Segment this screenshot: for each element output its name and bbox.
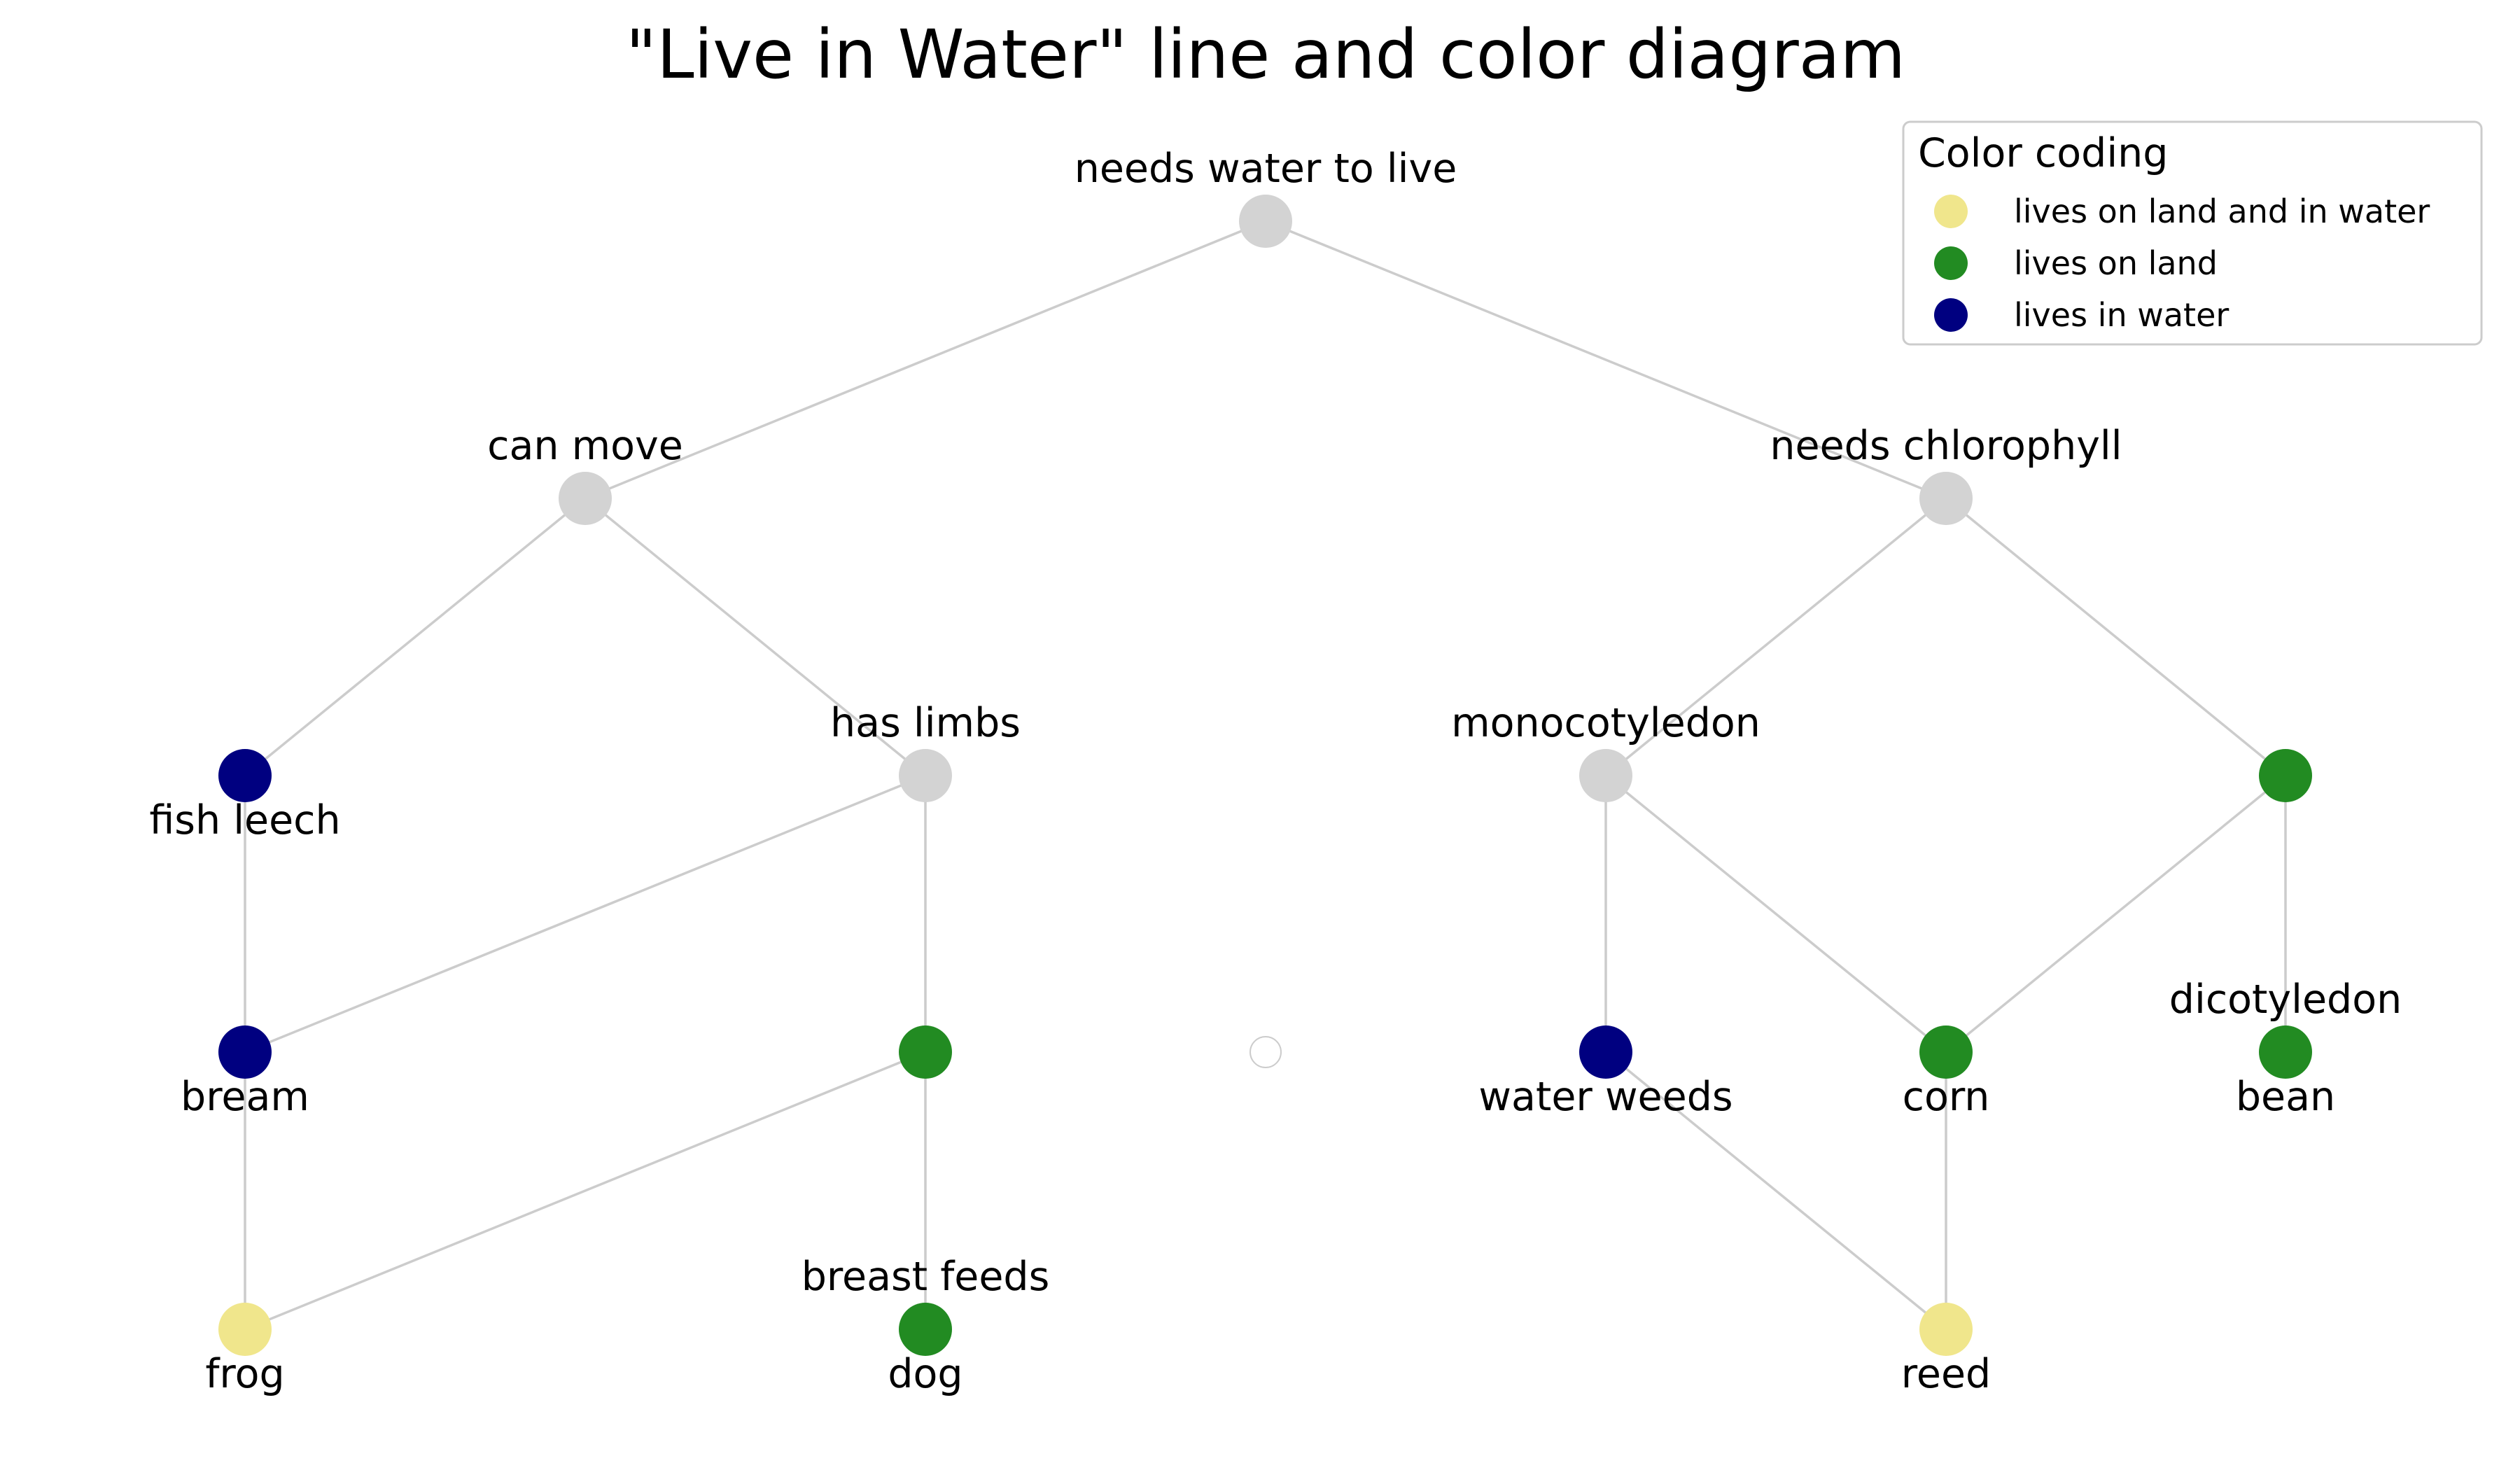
- legend-label-2: lives on land: [2014, 244, 2218, 282]
- node-label-limbs: has limbs: [830, 700, 1021, 746]
- node-label-weeds: water weeds: [1478, 1074, 1732, 1120]
- legend-label-3: lives in water: [2014, 296, 2229, 334]
- edge-breast-frog: [244, 1051, 926, 1331]
- edge-weeds-reed: [1604, 1051, 1947, 1331]
- node-label-mono: monocotyledon: [1451, 700, 1760, 746]
- node-label-bean: bean: [2236, 1074, 2335, 1120]
- node-bean: [2259, 1026, 2312, 1079]
- edge-mono-corn: [1604, 774, 1947, 1054]
- nodes-layer: [218, 195, 2312, 1356]
- node-bream: [218, 1026, 272, 1079]
- diagram-title: "Live in Water" line and color diagram: [626, 15, 1905, 94]
- node-label-reed: reed: [1901, 1351, 1991, 1397]
- legend-items: lives on land and in water lives on land l…: [1934, 192, 2430, 334]
- node-dog: [899, 1303, 952, 1356]
- node-weeds: [1579, 1026, 1632, 1079]
- edge-limbs-bream: [244, 774, 926, 1054]
- node-upper-label-dog: breast feeds: [802, 1254, 1050, 1300]
- node-dico: [2259, 749, 2312, 802]
- node-corn: [1919, 1026, 1973, 1079]
- node-water: [1239, 195, 1292, 248]
- node-upper-label-bean: dicotyledon: [2169, 976, 2402, 1023]
- legend-marker-1: [1934, 195, 1968, 228]
- edge-move-leech: [244, 497, 587, 777]
- legend-box: [1902, 120, 2483, 346]
- node-breast: [899, 1026, 952, 1079]
- node-label-frog: frog: [205, 1351, 284, 1397]
- legend-title: Color coding: [1918, 130, 2168, 176]
- node-label-corn: corn: [1903, 1074, 1990, 1120]
- edge-chloro-dico: [1945, 497, 2287, 777]
- node-chloro: [1919, 472, 1973, 525]
- edge-move-limbs: [584, 497, 927, 777]
- node-label-water: needs water to live: [1074, 146, 1457, 192]
- legend-marker-3: [1934, 298, 1968, 332]
- legend-marker-2: [1934, 246, 1968, 280]
- node-limbs: [899, 749, 952, 802]
- node-label-move: can move: [487, 423, 683, 469]
- edge-chloro-mono: [1604, 497, 1947, 777]
- node-frog: [218, 1303, 272, 1356]
- node-label-bream: bream: [181, 1074, 309, 1120]
- node-label-dog: dog: [888, 1351, 962, 1397]
- node-move: [559, 472, 612, 525]
- edges-layer: [244, 220, 2287, 1331]
- node-leech: [218, 749, 272, 802]
- legend-label-1: lives on land and in water: [2014, 192, 2430, 230]
- node-reed: [1919, 1303, 1973, 1356]
- node-label-leech: fish leech: [149, 797, 340, 844]
- edge-water-chloro: [1265, 220, 1947, 500]
- edge-dico-corn: [1945, 774, 2287, 1054]
- node-mono: [1579, 749, 1632, 802]
- node-label-chloro: needs chlorophyll: [1770, 423, 2122, 469]
- legend: Color coding lives on land and in waterl…: [1902, 120, 2483, 346]
- edge-water-move: [584, 220, 1266, 500]
- node-empty: [1250, 1036, 1282, 1068]
- labels-layer: needs water to live can move needs chlorop…: [149, 146, 2402, 1397]
